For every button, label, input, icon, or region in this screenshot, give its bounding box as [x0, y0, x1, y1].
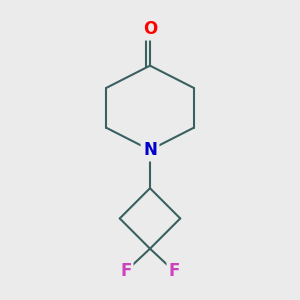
Text: F: F: [120, 262, 132, 280]
Text: N: N: [143, 141, 157, 159]
Text: O: O: [143, 20, 157, 38]
Text: F: F: [168, 262, 180, 280]
